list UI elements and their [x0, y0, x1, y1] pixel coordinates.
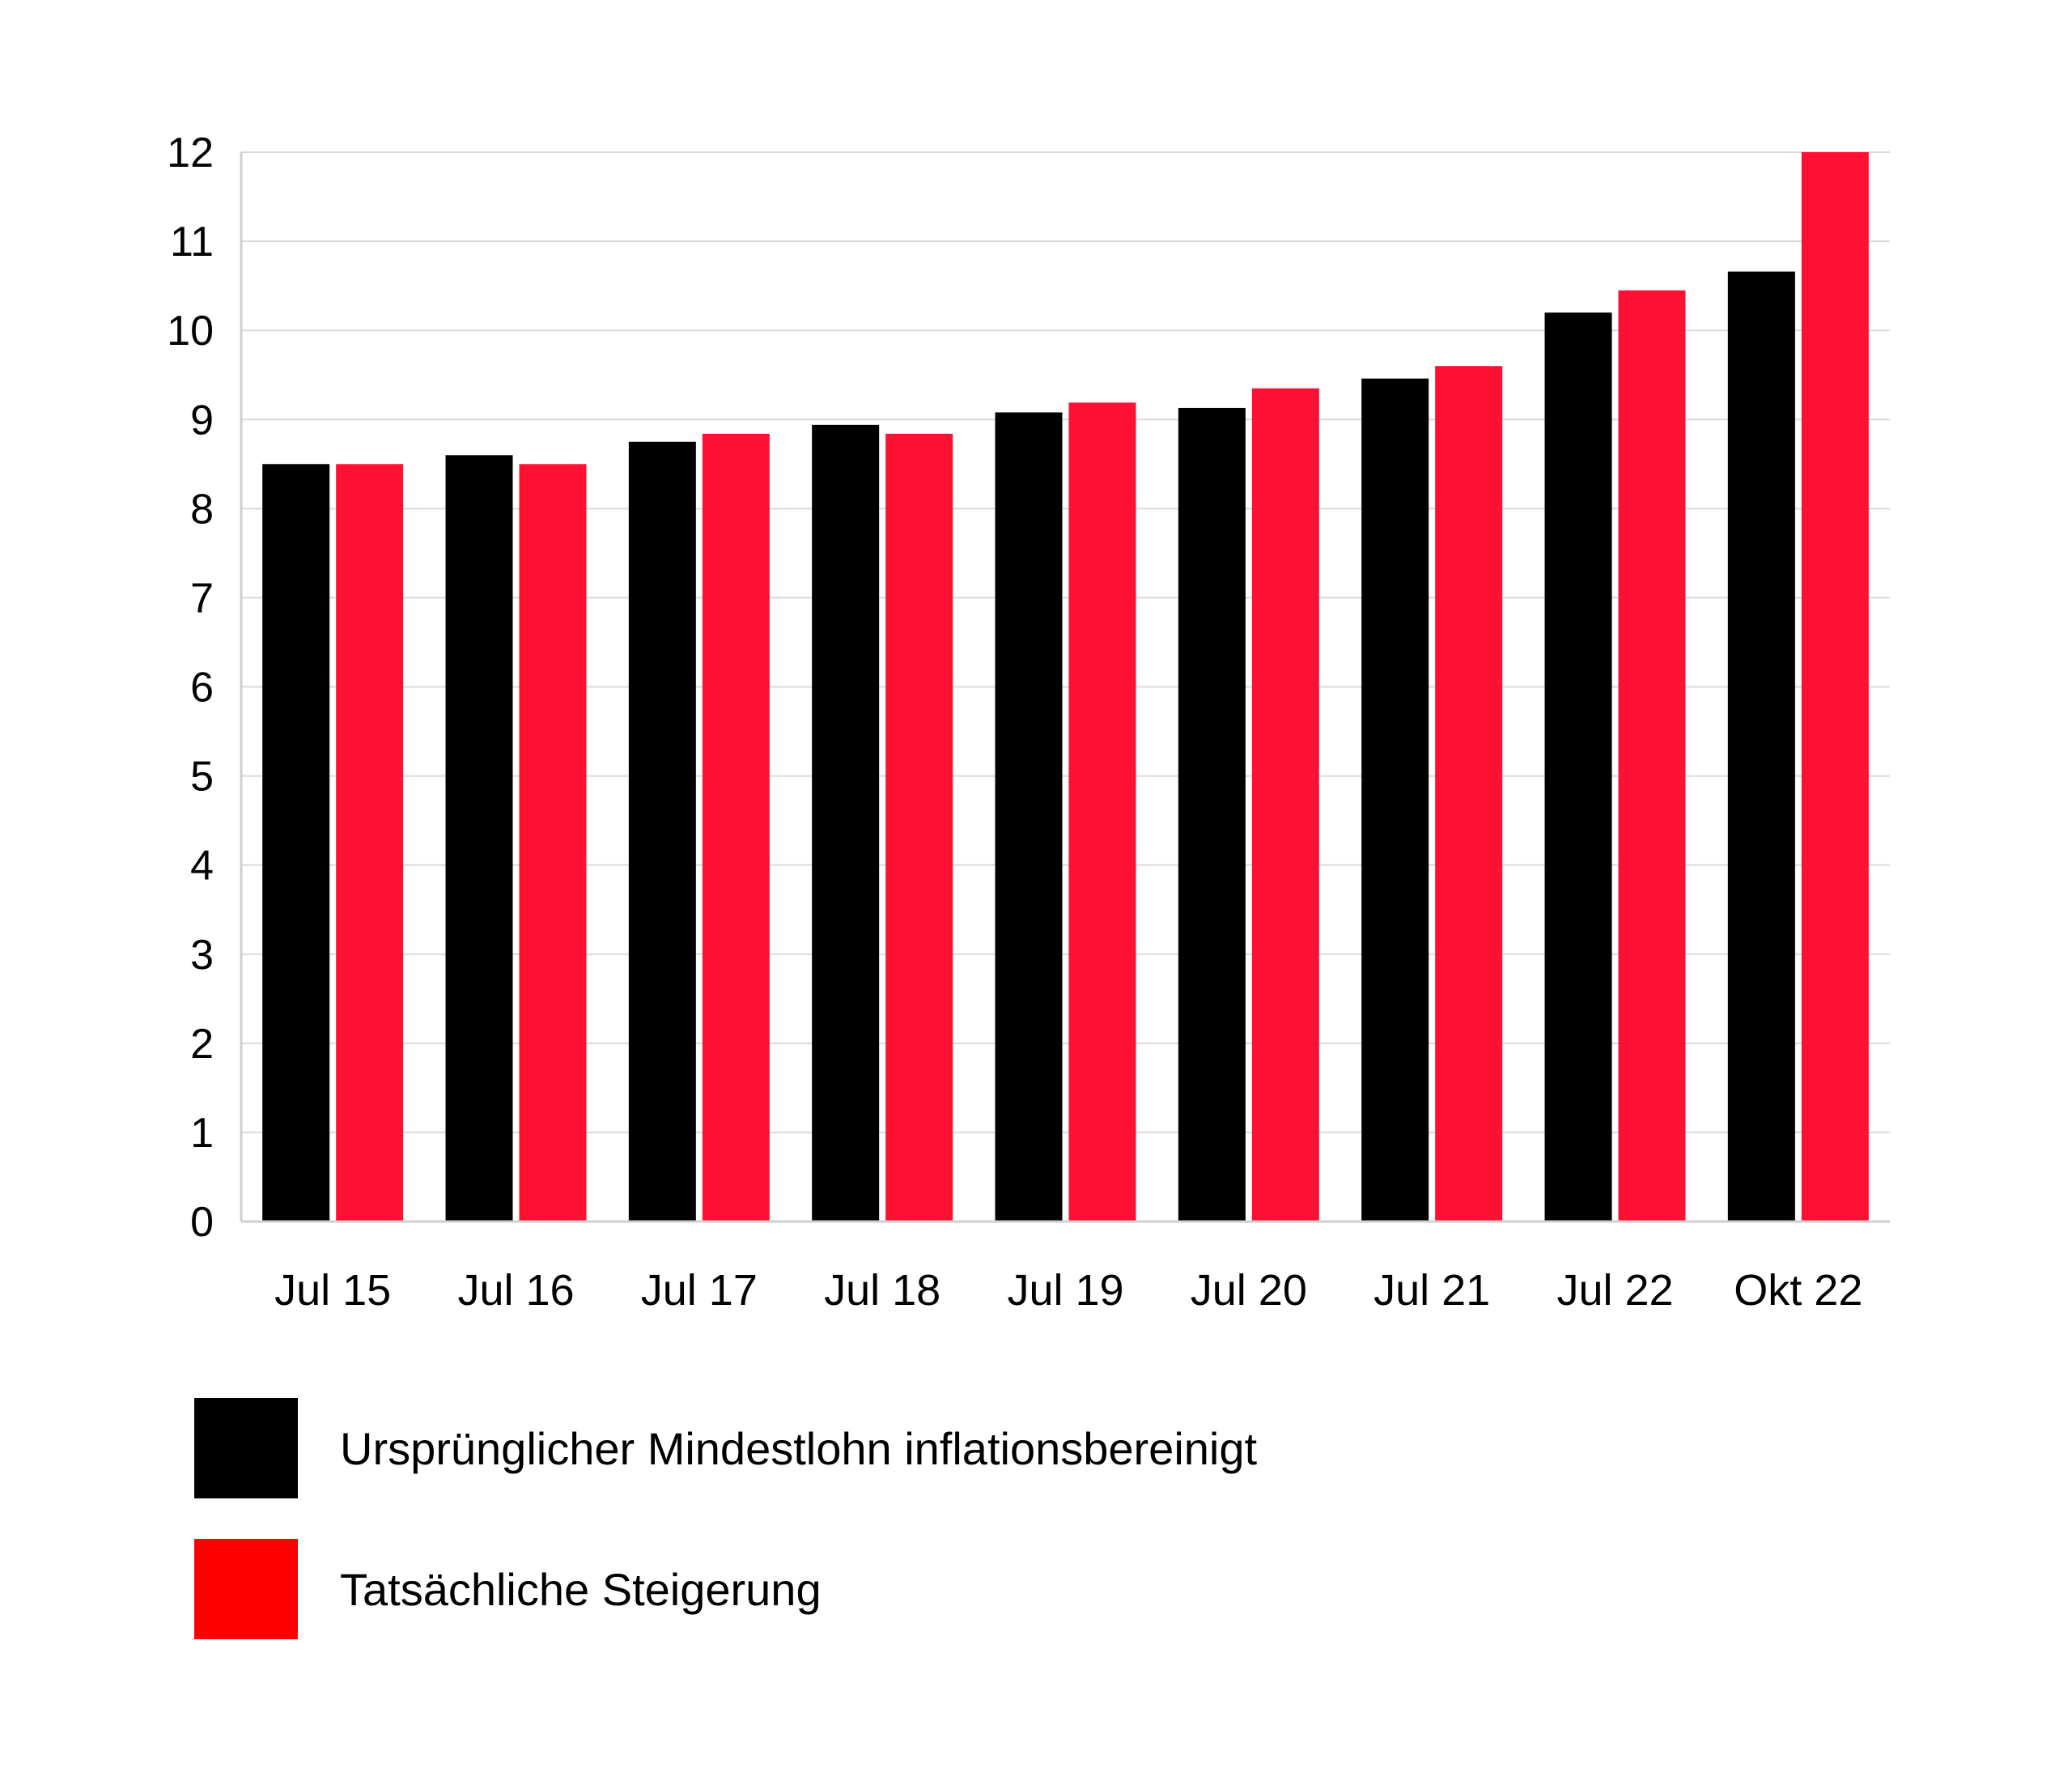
x-tick-label: Jul 15 — [274, 1266, 391, 1315]
y-tick-label: 10 — [167, 308, 214, 355]
x-tick-label: Jul 21 — [1374, 1266, 1490, 1315]
bar-series-2 — [1801, 152, 1869, 1222]
bar-series-2 — [885, 433, 953, 1222]
bar-series-2 — [1251, 388, 1319, 1222]
bar-series-1 — [812, 424, 880, 1222]
bar-series-1 — [995, 412, 1063, 1222]
y-tick-label: 9 — [190, 397, 214, 444]
bar-series-2 — [336, 464, 404, 1222]
bars — [262, 152, 1869, 1222]
legend-label: Ursprünglicher Mindestlohn inflationsber… — [340, 1423, 1257, 1474]
bar-series-1 — [262, 464, 330, 1222]
x-tick-label: Jul 18 — [824, 1266, 940, 1315]
bar-series-1 — [1178, 407, 1246, 1222]
legend-swatch — [194, 1398, 298, 1498]
legend-swatch — [194, 1539, 298, 1639]
x-tick-label: Jul 22 — [1556, 1266, 1673, 1315]
x-tick-label: Jul 16 — [457, 1266, 574, 1315]
bar-series-1 — [628, 441, 696, 1222]
x-tick-label: Okt 22 — [1734, 1266, 1862, 1315]
x-tick-labels: Jul 15 Jul 16 Jul 17 Jul 18 Jul 19 Jul 20 Jul … — [274, 1266, 1862, 1315]
y-tick-label: 7 — [190, 575, 214, 622]
y-tick-label: 6 — [190, 665, 214, 712]
bar-series-2 — [1068, 402, 1136, 1222]
bar-series-2 — [702, 433, 770, 1222]
x-tick-label: Jul 19 — [1007, 1266, 1123, 1315]
x-tick-label: Jul 17 — [641, 1266, 758, 1315]
y-tick-label: 5 — [190, 754, 214, 801]
bar-series-2 — [519, 464, 587, 1222]
bar-series-1 — [1727, 271, 1795, 1222]
y-tick-label: 3 — [190, 932, 214, 979]
y-tick-label: 2 — [190, 1021, 214, 1068]
legend: Ursprünglicher Mindestlohn inflationsber… — [194, 1398, 1257, 1639]
x-tick-label: Jul 20 — [1191, 1266, 1307, 1315]
y-tick-label: 12 — [167, 130, 214, 176]
legend-label: Tatsächliche Steigerung — [340, 1564, 822, 1615]
axes — [240, 152, 1890, 1223]
bar-series-1 — [1361, 378, 1429, 1222]
y-tick-label: 0 — [190, 1199, 214, 1246]
bar-series-2 — [1435, 366, 1503, 1222]
gridlines — [241, 151, 1890, 1133]
bar-series-1 — [1544, 312, 1612, 1222]
y-tick-label: 4 — [190, 843, 214, 890]
bar-series-2 — [1618, 290, 1686, 1222]
y-tick-label: 11 — [170, 219, 214, 266]
bar-series-1 — [445, 455, 513, 1222]
y-tick-label: 8 — [190, 486, 214, 533]
y-tick-label: 1 — [190, 1110, 214, 1157]
